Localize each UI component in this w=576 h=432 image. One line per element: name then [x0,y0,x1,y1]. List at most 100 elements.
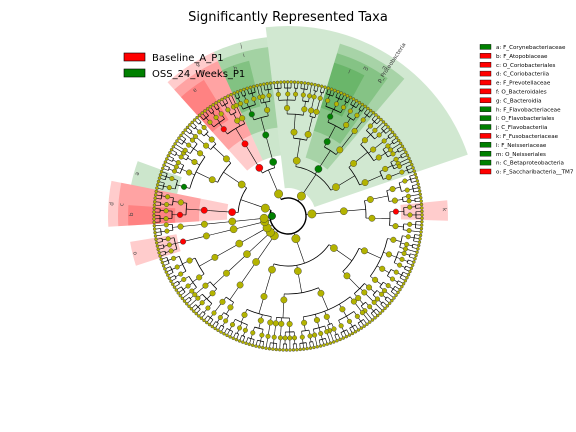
key-label-g: g: C_Bacteroidia [496,98,542,104]
root-node [268,212,276,220]
tree-arc [269,197,307,235]
key-label-f: f: O_Bacteroidales [496,90,547,96]
key-label-i: i: O_Flavobacteriales [496,116,554,122]
taxon-node [376,132,382,138]
clade-sector-label-k: k [441,208,447,212]
taxon-node [371,299,377,305]
taxon-node [192,309,196,313]
taxon-node [264,107,271,114]
taxon-node [239,115,246,122]
taxon-node [380,309,385,313]
taxon-node [217,315,223,321]
clade-sector-h [221,60,261,114]
taxon-node [385,143,391,149]
taxon-node [368,320,372,324]
taxon-node [243,98,249,104]
taxon-node [217,99,221,103]
taxon-node [242,87,246,92]
taxon-node [368,108,373,113]
taxon-node [241,311,248,318]
taxon-node [214,101,218,105]
taxon-node [181,276,187,282]
taxon-node [393,269,399,275]
taxon-node [219,330,223,334]
key-label-c: c: O_Coriobacteriales [496,63,556,69]
taxon-node [407,156,411,161]
clade-sector-label-o: o [131,251,138,256]
taxon-node [259,213,269,223]
taxon-node [392,223,399,230]
taxon-node [203,109,207,113]
taxon-node [197,113,202,117]
taxon-node [165,236,171,242]
clade-sector-label-c: c [119,203,125,206]
taxon-node [180,296,185,301]
clade-sector-label-i: i [242,53,246,59]
taxon-node [272,81,276,85]
taxon-node [196,274,203,281]
taxon-node [225,107,231,113]
clade-sector-label-j: j [239,43,243,50]
taxon-node [397,262,403,268]
taxon-node [163,267,167,271]
taxon-node [170,282,175,286]
taxon-node [374,296,380,302]
taxon-node [303,81,307,85]
taxon-node [402,147,406,151]
taxon-node [232,91,236,95]
taxon-node [185,283,191,289]
taxon-node [404,150,408,154]
taxon-node [317,95,323,101]
taxon-node [315,345,319,349]
taxon-node [331,326,337,332]
taxon-node [168,248,174,254]
taxon-node [279,80,283,84]
taxon-node [416,247,420,251]
taxon-node [297,191,306,201]
taxon-node [201,124,207,130]
chart-title: Significantly Represented Taxa [188,10,388,25]
taxon-node [398,141,403,146]
taxon-node [153,234,158,238]
clade-sector-k [400,200,448,221]
taxon-node [360,117,366,123]
taxon-node [166,185,172,191]
key-swatch-f [479,88,492,95]
taxon-node [367,304,373,310]
taxon-node [278,348,282,352]
taxon-node [173,164,179,170]
taxon-node [390,130,395,134]
taxon-node [289,80,293,84]
clade-sector-g [167,52,263,171]
taxon-node [226,94,230,98]
taxon-node [199,300,205,306]
taxon-node [405,234,411,240]
taxon-node [403,279,408,283]
taxon-node [175,139,179,143]
taxon-node [220,97,224,102]
taxon-node [339,207,348,216]
taxon-node [164,270,168,274]
taxon-node [274,347,278,352]
taxon-node [164,202,170,208]
taxon-node [343,121,350,128]
taxon-node [275,80,280,85]
taxon-node [356,328,361,332]
taxon-node [354,313,360,319]
taxon-node [195,115,199,120]
key-swatch-h [479,106,492,112]
clade-sector-l [320,62,365,117]
taxon-node [155,183,160,187]
taxon-node [361,137,368,144]
biomarker-node-o [180,238,187,245]
taxon-node [284,105,291,112]
key-label-a: a: F_Corynebacteriaceae [496,45,566,51]
taxon-node [223,96,227,100]
taxon-node [417,243,421,248]
taxon-node [189,288,195,294]
taxon-node [339,306,346,313]
taxon-node [208,136,215,143]
taxon-node [187,304,191,309]
taxon-node [159,257,163,262]
taxon-node [250,343,255,347]
